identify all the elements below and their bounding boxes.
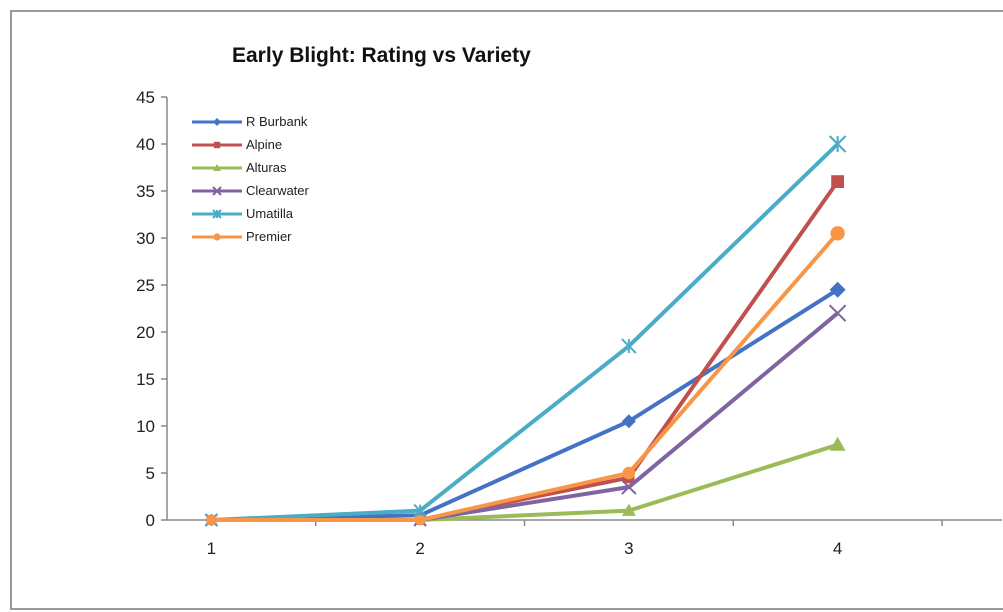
data-point — [213, 118, 221, 126]
series-layer — [204, 135, 847, 527]
series-line — [211, 142, 840, 522]
legend-label: R Burbank — [246, 114, 308, 129]
series-line — [211, 442, 839, 522]
data-point-stroke — [212, 186, 222, 196]
x-tick-label: 2 — [415, 539, 424, 558]
series-line — [211, 311, 839, 522]
legend-label: Alturas — [246, 160, 287, 175]
chart-svg: Early Blight: Rating vs Variety 0 5 10 15 20… — [136, 44, 1002, 558]
data-point — [829, 436, 846, 451]
legend-item: Clearwater — [192, 183, 310, 198]
data-point — [413, 503, 427, 518]
chart-title: Early Blight: Rating vs Variety — [232, 44, 531, 67]
legend-label: Clearwater — [246, 183, 310, 198]
y-tick-label: 20 — [136, 323, 155, 342]
legend-item: R Burbank — [192, 114, 308, 129]
x-tick-label: 1 — [207, 539, 216, 558]
data-point — [621, 414, 636, 429]
data-point — [213, 164, 221, 171]
legend-item: Umatilla — [192, 206, 294, 221]
x-tick-label: 3 — [624, 539, 633, 558]
legend-label: Premier — [246, 229, 292, 244]
legend: R Burbank Alpine Alturas Clearwater Umatilla… — [192, 114, 310, 244]
data-point — [212, 186, 222, 196]
data-point — [621, 479, 637, 495]
data-point — [622, 466, 636, 480]
y-tick-label: 45 — [136, 88, 155, 107]
y-tick-label: 5 — [146, 464, 155, 483]
data-point — [212, 209, 222, 219]
series-clearwater — [204, 304, 847, 527]
series-line — [211, 288, 839, 522]
data-point — [621, 503, 636, 516]
legend-item: Alturas — [192, 160, 287, 175]
chart-frame: Early Blight: Rating vs Variety 0 5 10 15 20… — [10, 10, 1003, 610]
y-tick-label: 40 — [136, 135, 155, 154]
data-point — [828, 135, 847, 153]
data-point — [830, 226, 845, 241]
data-point-stroke — [828, 304, 847, 322]
y-tick-label: 0 — [146, 511, 155, 530]
legend-label: Umatilla — [246, 206, 294, 221]
legend-label: Alpine — [246, 137, 282, 152]
series-r-burbank — [205, 281, 846, 526]
y-tick-label: 35 — [136, 182, 155, 201]
series-premier — [205, 226, 845, 526]
y-tick-label: 25 — [136, 276, 155, 295]
legend-item: Alpine — [192, 137, 282, 152]
y-tick-label: 30 — [136, 229, 155, 248]
data-point — [414, 514, 426, 526]
data-point — [213, 233, 221, 241]
y-tick-label: 10 — [136, 417, 155, 436]
x-tick-label: 4 — [833, 539, 842, 558]
y-tick-label: 15 — [136, 370, 155, 389]
legend-item: Premier — [192, 229, 292, 244]
data-point — [828, 304, 847, 322]
data-point — [213, 141, 221, 149]
data-point — [829, 281, 846, 298]
series-alturas — [205, 436, 846, 525]
data-point — [621, 338, 637, 354]
data-point — [205, 514, 217, 526]
data-point — [831, 175, 845, 188]
series-line — [211, 231, 840, 522]
data-point-stroke — [621, 479, 637, 495]
